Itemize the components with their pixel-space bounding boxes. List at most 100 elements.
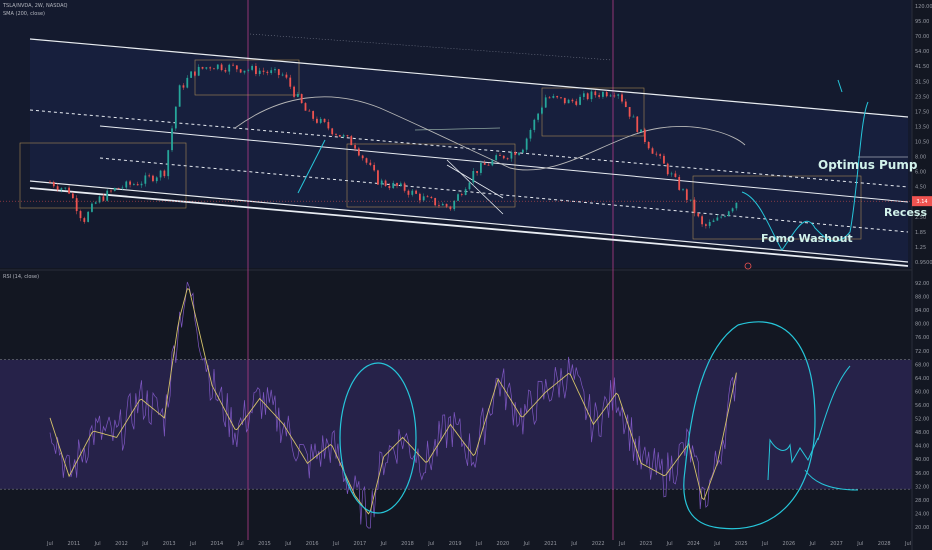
candle-body bbox=[621, 94, 623, 102]
rsi-tick-label: 52.00 bbox=[915, 417, 929, 423]
candle-body bbox=[132, 184, 135, 185]
candle-body bbox=[79, 211, 82, 219]
candle-body bbox=[411, 190, 414, 195]
candle-body bbox=[338, 134, 341, 137]
candle-body bbox=[342, 135, 345, 137]
candle-body bbox=[727, 211, 730, 217]
candle-body bbox=[598, 95, 601, 97]
candle-body bbox=[666, 163, 669, 175]
candle-body bbox=[373, 164, 376, 171]
candle-body bbox=[724, 216, 726, 217]
candle-body bbox=[441, 203, 444, 206]
time-tick-label: Jul bbox=[332, 541, 339, 547]
channel-fill bbox=[30, 40, 908, 262]
candle-body bbox=[152, 175, 154, 182]
price-badge-value: 3.14 bbox=[916, 199, 927, 205]
candle-body bbox=[697, 213, 700, 217]
candle-body bbox=[704, 224, 707, 226]
candle-body bbox=[106, 190, 109, 201]
candle-body bbox=[197, 66, 200, 76]
candle-body bbox=[529, 129, 532, 139]
annotation-recession: Recess bbox=[884, 206, 928, 219]
candle-body bbox=[190, 71, 192, 78]
price-tick-label: 2.50 bbox=[915, 215, 926, 221]
candle-body bbox=[476, 171, 478, 173]
price-tick-label: 10.50 bbox=[915, 140, 929, 146]
time-tick-label: Jul bbox=[523, 541, 530, 547]
candle-body bbox=[407, 190, 410, 195]
time-tick-label: Jul bbox=[189, 541, 196, 547]
candle-body bbox=[617, 94, 620, 96]
candle-body bbox=[422, 196, 425, 201]
time-tick-label: Jul bbox=[46, 541, 53, 547]
flat-level bbox=[414, 127, 501, 131]
candle-body bbox=[155, 177, 158, 182]
candle-body bbox=[270, 70, 273, 73]
candle-body bbox=[213, 68, 215, 70]
candle-body bbox=[548, 97, 551, 99]
candle-body bbox=[720, 216, 723, 218]
time-tick-label: 2027 bbox=[830, 541, 843, 547]
candle-body bbox=[262, 70, 265, 72]
rsi-tick-label: 80.00 bbox=[915, 322, 929, 328]
wedge-line-1 bbox=[446, 159, 504, 215]
candle-body bbox=[312, 111, 315, 119]
channel-line-4 bbox=[29, 187, 909, 267]
price-tick-label: 70.00 bbox=[915, 34, 929, 40]
candle-body bbox=[235, 65, 238, 70]
candle-body bbox=[350, 136, 353, 146]
candle-body bbox=[701, 216, 703, 225]
time-tick-label: 2018 bbox=[401, 541, 414, 547]
candle-body bbox=[434, 197, 437, 206]
time-tick-label: 2012 bbox=[115, 541, 128, 547]
candle-body bbox=[68, 187, 70, 194]
price-badge bbox=[912, 196, 932, 207]
price-tick-label: 31.50 bbox=[915, 79, 929, 85]
candle-body bbox=[71, 193, 74, 199]
candle-body bbox=[624, 101, 627, 108]
candle-body bbox=[430, 197, 433, 198]
candle-body bbox=[121, 187, 124, 189]
time-tick-label: 2020 bbox=[496, 541, 509, 547]
candle-body bbox=[380, 180, 383, 185]
candle-body bbox=[140, 183, 143, 186]
candle-body bbox=[556, 96, 559, 98]
candle-body bbox=[575, 101, 578, 105]
price-tick-label: 1.25 bbox=[915, 245, 926, 251]
rsi-tick-label: 20.00 bbox=[915, 525, 929, 531]
wedge-line-2 bbox=[446, 164, 504, 199]
channel-line-1 bbox=[29, 38, 909, 118]
candle-body bbox=[453, 200, 456, 210]
candle-body bbox=[457, 194, 459, 201]
candle-body bbox=[594, 91, 597, 96]
price-tick-label: 1.85 bbox=[915, 230, 926, 236]
time-tick-label: Jul bbox=[904, 541, 911, 547]
time-tick-label: Jul bbox=[761, 541, 768, 547]
candle-body bbox=[216, 64, 219, 69]
candle-body bbox=[563, 97, 566, 104]
candle-body bbox=[220, 64, 223, 71]
candle-body bbox=[521, 149, 524, 153]
candle-body bbox=[659, 154, 662, 156]
candle-body bbox=[483, 163, 486, 165]
candle-body bbox=[495, 155, 498, 161]
time-tick-label: Jul bbox=[856, 541, 863, 547]
candle-body bbox=[552, 96, 555, 98]
time-tick-label: Jul bbox=[618, 541, 625, 547]
candle-body bbox=[113, 187, 116, 191]
rsi-tick-label: 44.00 bbox=[915, 444, 929, 450]
rsi-tick-label: 40.00 bbox=[915, 457, 929, 463]
candle-body bbox=[502, 155, 505, 159]
time-tick-label: Jul bbox=[427, 541, 434, 547]
candle-body bbox=[56, 186, 59, 190]
candle-body bbox=[171, 128, 173, 151]
projection-tick bbox=[837, 79, 843, 93]
time-tick-label: 2028 bbox=[878, 541, 891, 547]
sma-200-line bbox=[234, 96, 746, 171]
rsi-tick-label: 24.00 bbox=[915, 511, 929, 517]
candle-body bbox=[689, 199, 692, 201]
candle-body bbox=[136, 184, 139, 186]
price-tick-label: 95.00 bbox=[915, 19, 929, 25]
candle-body bbox=[323, 118, 326, 123]
